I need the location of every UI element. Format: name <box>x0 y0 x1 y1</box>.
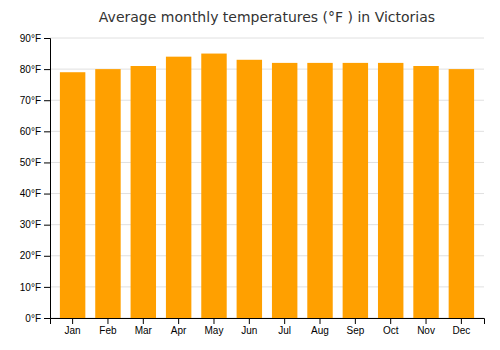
x-tick: May <box>205 318 224 336</box>
chart: 0°F 10°F 20°F 30°F 40°F 50°F 60°F 70°F 80°F 90°F J… <box>0 0 500 350</box>
x-tick-mark <box>178 318 179 324</box>
x-tick-label: Jul <box>278 325 291 336</box>
bar <box>201 54 226 318</box>
x-tick: Jan <box>65 318 81 336</box>
x-tick-mark <box>143 318 144 324</box>
x-tick-mark <box>284 318 285 324</box>
y-tick-mark <box>44 256 50 257</box>
y-tick-label: 50°F <box>20 157 41 168</box>
bar <box>95 69 120 318</box>
x-tick-mark <box>426 318 427 324</box>
bar <box>60 72 85 318</box>
x-tick: Feb <box>99 318 117 336</box>
x-tick: Nov <box>417 318 435 336</box>
y-tick: 10°F <box>20 282 50 293</box>
x-axis-line <box>51 319 485 325</box>
y-tick-label: 30°F <box>20 219 41 230</box>
x-tick-mark <box>461 318 462 324</box>
x-tick: Dec <box>452 318 470 336</box>
y-tick-label: 20°F <box>20 250 41 261</box>
x-tick-label: Jun <box>241 325 257 336</box>
x-tick-label: Sep <box>346 325 364 336</box>
x-tick-mark <box>390 318 391 324</box>
bar <box>378 63 403 318</box>
y-tick: 70°F <box>20 95 50 106</box>
x-tick-mark <box>213 318 214 324</box>
y-tick: 20°F <box>20 250 50 261</box>
y-tick: 60°F <box>20 126 50 137</box>
x-tick-mark <box>249 318 250 324</box>
y-tick-label: 60°F <box>20 126 41 137</box>
x-tick: Apr <box>171 318 187 336</box>
y-tick-mark <box>44 69 50 70</box>
x-tick-label: May <box>205 325 224 336</box>
bar <box>449 69 474 318</box>
x-tick-mark <box>72 318 73 324</box>
plot: 0°F 10°F 20°F 30°F 40°F 50°F 60°F 70°F 80°F 90°F J… <box>20 33 485 336</box>
bar <box>131 66 156 318</box>
x-tick-mark <box>355 318 356 324</box>
y-tick: 50°F <box>20 157 50 168</box>
bar <box>307 63 332 318</box>
x-tick: Mar <box>135 318 153 336</box>
x-tick-label: Oct <box>383 325 399 336</box>
x-tick-label: Dec <box>452 325 470 336</box>
x-tick-label: Feb <box>99 325 117 336</box>
y-tick-mark <box>44 318 50 319</box>
x-tick-label: Mar <box>135 325 153 336</box>
grid <box>50 38 484 318</box>
x-tick-label: Jan <box>65 325 81 336</box>
y-tick-mark <box>44 38 50 39</box>
title: Average monthly temperatures (°F ) in Vi… <box>99 9 435 25</box>
y-tick-mark <box>44 225 50 226</box>
y-tick: 30°F <box>20 219 50 230</box>
y-tick-mark <box>44 194 50 195</box>
y-tick-mark <box>44 100 50 101</box>
y-tick-label: 70°F <box>20 95 41 106</box>
y-tick-label: 0°F <box>25 313 41 324</box>
x-tick: Jul <box>278 318 291 336</box>
y-tick-label: 10°F <box>20 282 41 293</box>
x-tick: Oct <box>383 318 399 336</box>
bar <box>343 63 368 318</box>
bar <box>413 66 438 318</box>
y-tick: 0°F <box>25 313 50 324</box>
y-tick: 80°F <box>20 64 50 75</box>
x-tick: Aug <box>311 318 329 336</box>
x-tick-label: Apr <box>171 325 187 336</box>
y-tick-mark <box>44 287 50 288</box>
x-tick: Jun <box>241 318 257 336</box>
bar <box>237 60 262 318</box>
grid-line <box>50 38 484 39</box>
x-tick-label: Nov <box>417 325 435 336</box>
x-tick-mark <box>107 318 108 324</box>
y-tick-mark <box>44 131 50 132</box>
y-tick-label: 40°F <box>20 188 41 199</box>
bars <box>60 54 474 318</box>
bar <box>272 63 297 318</box>
y-tick-label: 80°F <box>20 64 41 75</box>
y-tick: 90°F <box>20 33 50 44</box>
x-tick-mark <box>320 318 321 324</box>
y-tick-label: 90°F <box>20 33 41 44</box>
x-axis: Jan Feb Mar Apr May Jun Jul Aug Sep Oct Nov Dec <box>51 318 485 336</box>
bar <box>166 57 191 318</box>
x-tick: Sep <box>346 318 364 336</box>
y-tick-mark <box>44 162 50 163</box>
y-axis: 0°F 10°F 20°F 30°F 40°F 50°F 60°F 70°F 80°F 90°F <box>20 33 51 324</box>
y-axis-line <box>44 39 51 319</box>
y-tick: 40°F <box>20 188 50 199</box>
x-tick-label: Aug <box>311 325 329 336</box>
